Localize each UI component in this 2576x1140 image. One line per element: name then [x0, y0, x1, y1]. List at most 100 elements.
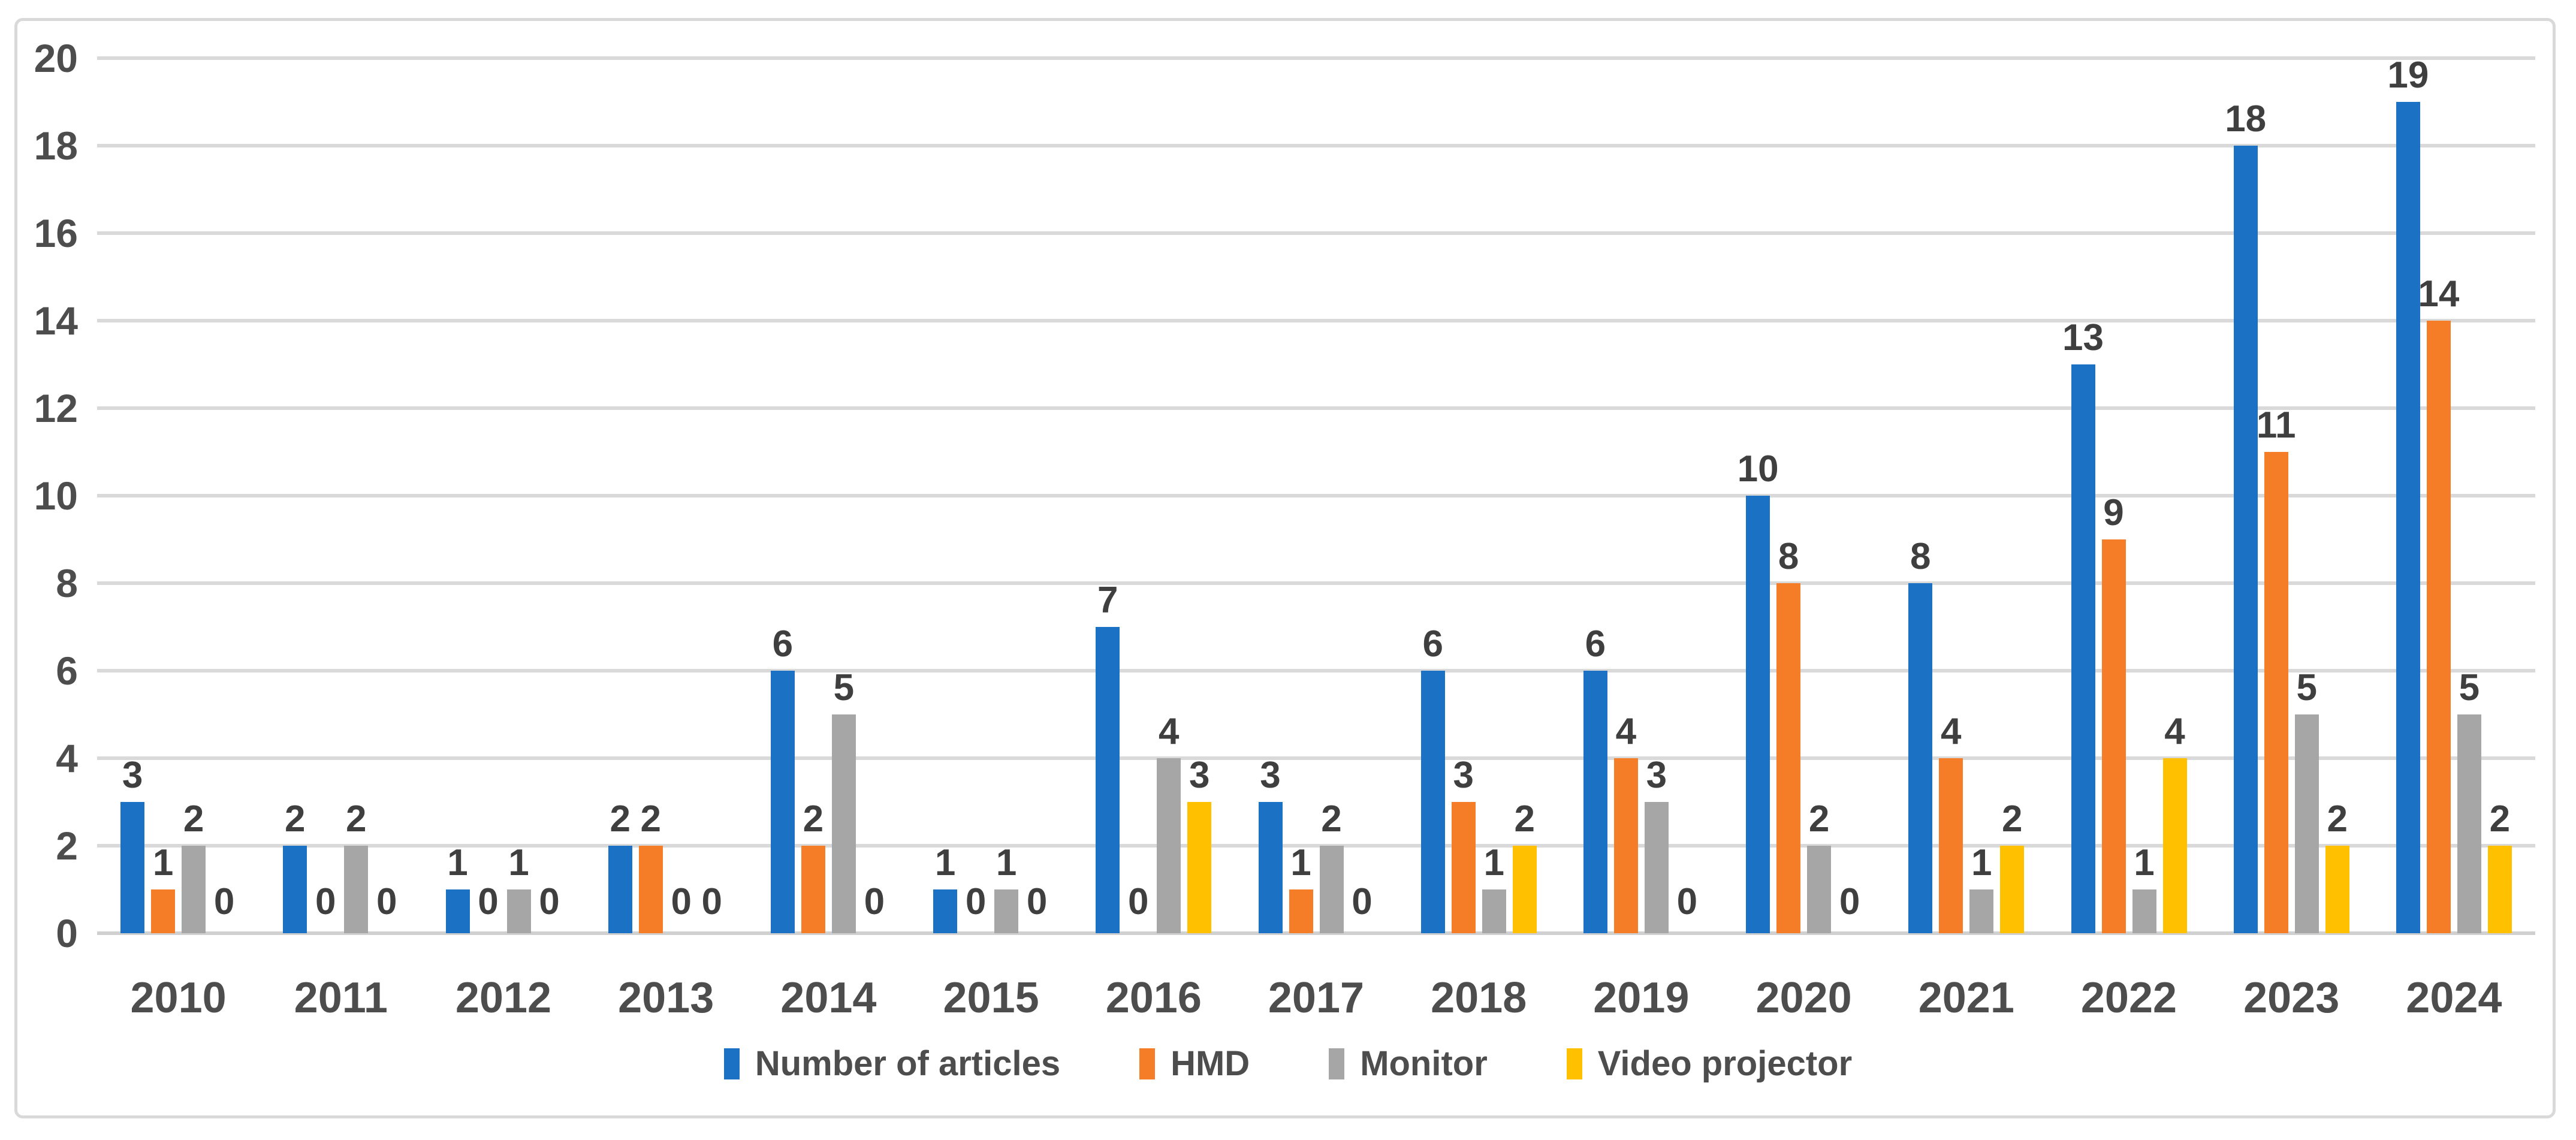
bar-monitor-2022 [2132, 889, 2156, 933]
gridline-y-2 [97, 844, 2535, 848]
x-axis-label: 2020 [1755, 974, 1852, 1022]
x-axis-label: 2015 [943, 974, 1039, 1022]
data-label: 2 [1808, 798, 1830, 840]
x-axis-label: 2017 [1268, 974, 1365, 1022]
bar-number-of-articles-2012 [445, 889, 470, 933]
data-label: 0 [213, 881, 235, 922]
gridline-y-14 [97, 319, 2535, 322]
bar-number-of-articles-2024 [2396, 102, 2420, 933]
bar-monitor-2019 [1644, 802, 1669, 933]
data-label: 2 [183, 798, 204, 840]
data-label: 1 [1971, 842, 1992, 883]
bar-video-projector-2024 [2487, 846, 2512, 933]
chart-frame [14, 18, 2556, 1118]
legend-marker-number-of-articles [723, 1048, 740, 1079]
bar-number-of-articles-2015 [933, 889, 958, 933]
data-label: 3 [1260, 755, 1281, 796]
x-axis-label: 2016 [1105, 974, 1202, 1022]
data-label: 1 [152, 842, 174, 883]
data-label: 1 [2134, 842, 2155, 883]
data-label: 6 [1585, 623, 1606, 665]
x-axis-label: 2014 [780, 974, 877, 1022]
gridline-y-0 [97, 931, 2535, 935]
bar-number-of-articles-2018 [1420, 671, 1445, 933]
data-label: 5 [833, 667, 855, 708]
y-axis-tick-label: 0 [56, 911, 78, 955]
legend-item-monitor: Monitor [1329, 1044, 1488, 1084]
legend-marker-monitor [1329, 1048, 1345, 1079]
gridline-y-6 [97, 669, 2535, 672]
x-axis-label: 2010 [130, 974, 227, 1022]
x-axis-label: 2019 [1593, 974, 1690, 1022]
gridline-y-20 [97, 56, 2535, 60]
bar-number-of-articles-2016 [1096, 627, 1120, 933]
data-label: 6 [1422, 623, 1443, 665]
bar-hmd-2023 [2264, 452, 2288, 933]
y-axis-tick-label: 4 [56, 736, 78, 780]
legend-item-hmd: HMD [1139, 1044, 1250, 1084]
bar-number-of-articles-2014 [770, 671, 795, 933]
data-label: 19 [2387, 55, 2429, 96]
data-label: 0 [1128, 881, 1149, 922]
y-axis-tick-label: 2 [56, 824, 78, 868]
bar-hmd-2013 [638, 846, 663, 933]
bar-video-projector-2023 [2325, 846, 2349, 933]
data-label: 1 [996, 842, 1017, 883]
bar-hmd-2014 [801, 846, 825, 933]
bar-hmd-2021 [1939, 758, 1963, 933]
data-label: 6 [772, 623, 794, 665]
data-label: 4 [1615, 711, 1637, 752]
data-label: 0 [478, 881, 499, 922]
data-label: 1 [447, 842, 468, 883]
y-axis-tick-label: 12 [34, 386, 78, 430]
legend-label: Monitor [1360, 1044, 1488, 1083]
data-label: 2 [803, 798, 824, 840]
data-label: 10 [1737, 448, 1779, 490]
bar-hmd-2017 [1289, 889, 1313, 933]
bar-number-of-articles-2010 [120, 802, 145, 933]
gridline-y-10 [97, 494, 2535, 497]
y-axis-tick-label: 18 [34, 123, 78, 168]
bar-monitor-2021 [1969, 889, 1994, 933]
bar-video-projector-2021 [2000, 846, 2025, 933]
data-label: 2 [610, 798, 631, 840]
bar-monitor-2017 [1319, 846, 1344, 933]
y-axis-tick-label: 16 [34, 211, 78, 255]
bar-number-of-articles-2023 [2233, 146, 2258, 933]
data-label: 2 [346, 798, 367, 840]
data-label: 0 [864, 881, 885, 922]
y-axis-tick-label: 8 [56, 561, 78, 605]
bar-number-of-articles-2021 [1908, 583, 1933, 933]
data-label: 2 [2489, 798, 2511, 840]
data-label: 1 [508, 842, 529, 883]
gridline-y-16 [97, 231, 2535, 235]
data-label: 0 [701, 881, 722, 922]
data-label: 1 [1290, 842, 1311, 883]
data-label: 3 [1646, 755, 1667, 796]
bar-hmd-2019 [1613, 758, 1638, 933]
bar-video-projector-2022 [2162, 758, 2187, 933]
data-label: 0 [1676, 881, 1698, 922]
data-label: 13 [2062, 317, 2104, 358]
data-label: 2 [1514, 798, 1535, 840]
legend-label: Video projector [1597, 1044, 1853, 1083]
data-label: 0 [315, 881, 336, 922]
legend-label: Number of articles [755, 1044, 1061, 1083]
bar-monitor-2023 [2294, 714, 2319, 933]
bar-monitor-2020 [1807, 846, 1832, 933]
x-axis-label: 2011 [294, 974, 388, 1022]
data-label: 2 [2327, 798, 2348, 840]
data-label: 9 [2103, 492, 2124, 533]
data-label: 3 [1453, 755, 1474, 796]
data-label: 3 [122, 755, 143, 796]
data-label: 2 [285, 798, 306, 840]
bar-hmd-2018 [1451, 802, 1476, 933]
x-axis-label: 2018 [1431, 974, 1527, 1022]
data-label: 7 [1097, 580, 1118, 621]
y-axis-tick-label: 6 [56, 649, 78, 693]
legend-marker-hmd [1139, 1048, 1156, 1079]
y-axis-tick-label: 10 [34, 474, 78, 518]
data-label: 2 [640, 798, 661, 840]
data-label: 8 [1778, 536, 1799, 577]
